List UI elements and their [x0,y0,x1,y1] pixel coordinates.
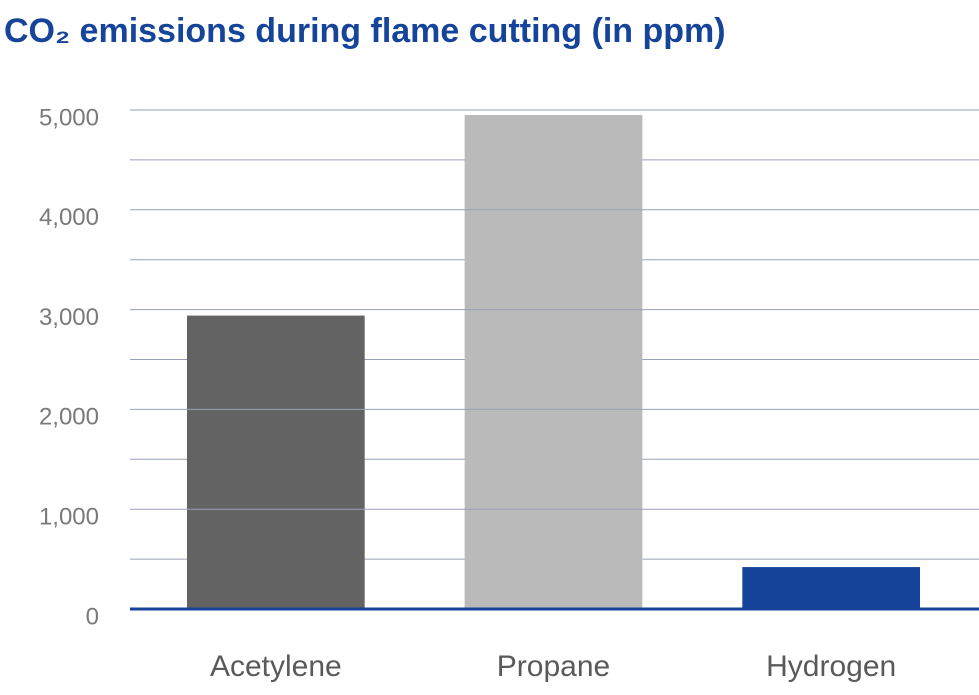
bar [742,567,921,609]
x-tick-label: Propane [497,650,610,683]
chart-title: CO₂ emissions during flame cutting (in p… [4,12,726,50]
y-tick-label: 5,000 [39,104,99,131]
x-tick-label: Hydrogen [766,650,896,683]
bar [464,114,643,610]
y-tick-label: 3,000 [39,304,99,331]
bar [186,315,365,609]
x-tick-label: Acetylene [210,650,342,683]
y-tick-label: 2,000 [39,404,99,431]
y-tick-label: 1,000 [39,504,99,531]
y-tick-label: 0 [86,603,99,630]
y-tick-label: 4,000 [39,204,99,231]
